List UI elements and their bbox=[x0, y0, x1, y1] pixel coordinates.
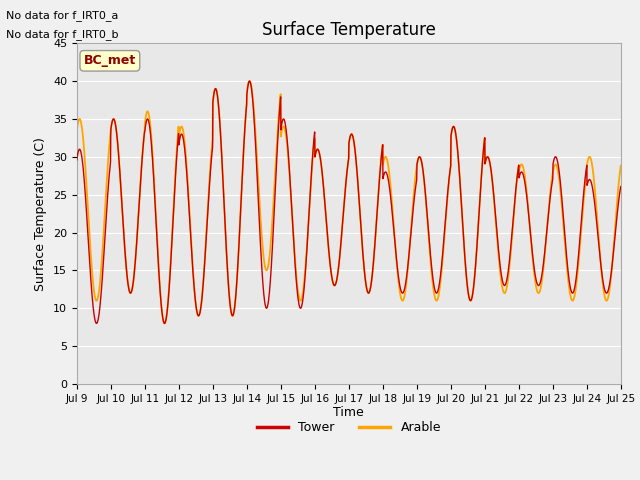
Y-axis label: Surface Temperature (C): Surface Temperature (C) bbox=[35, 137, 47, 290]
Title: Surface Temperature: Surface Temperature bbox=[262, 21, 436, 39]
Legend: Tower, Arable: Tower, Arable bbox=[252, 416, 446, 439]
Text: BC_met: BC_met bbox=[84, 54, 136, 67]
Text: No data for f_IRT0_a: No data for f_IRT0_a bbox=[6, 10, 119, 21]
X-axis label: Time: Time bbox=[333, 407, 364, 420]
Text: No data for f_IRT0_b: No data for f_IRT0_b bbox=[6, 29, 119, 40]
